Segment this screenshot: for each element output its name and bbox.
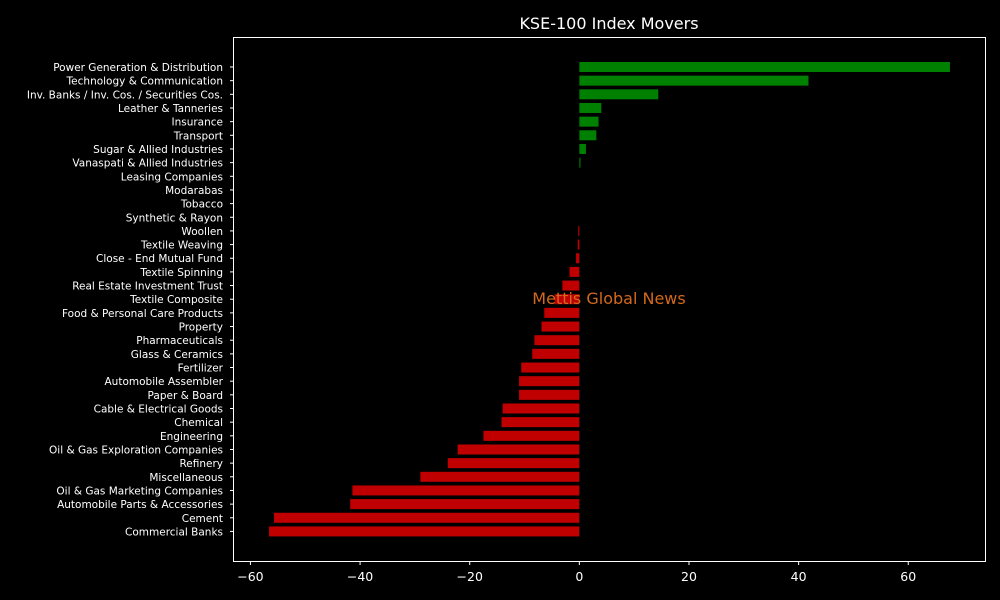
category-labels: Power Generation & Distribution Technolog…	[27, 62, 234, 538]
bars	[269, 62, 950, 537]
watermark: Mettis Global News	[532, 289, 685, 308]
bar	[579, 102, 602, 113]
category-label: Close - End Mutual Fund	[96, 253, 223, 265]
category-label: Sugar & Allied Industries	[93, 144, 223, 156]
category-label: Oil & Gas Marketing Companies	[56, 485, 223, 497]
plot-frame	[233, 37, 986, 562]
bar	[579, 62, 950, 72]
bar	[521, 362, 580, 373]
bar	[350, 499, 580, 510]
category-label: Leather & Tanneries	[118, 103, 223, 115]
x-tick-label: 40	[791, 569, 807, 584]
bar	[420, 471, 580, 482]
category-label: Textile Weaving	[140, 240, 223, 252]
x-tick-label: −20	[457, 569, 483, 584]
bar	[519, 376, 580, 387]
category-label: Woollen	[181, 226, 223, 238]
x-tick-label: −40	[347, 569, 373, 584]
bar	[457, 444, 580, 455]
category-label: Cement	[182, 513, 223, 525]
category-label: Technology & Communication	[66, 76, 223, 88]
category-label: Power Generation & Distribution	[53, 62, 223, 74]
bar	[532, 348, 580, 359]
bar	[519, 389, 580, 400]
bar	[352, 485, 580, 496]
bar	[578, 225, 580, 236]
category-label: Textile Spinning	[139, 267, 223, 279]
bar	[447, 458, 580, 469]
category-label: Refinery	[179, 458, 223, 470]
x-tick-label: 20	[681, 569, 697, 584]
bar	[544, 307, 580, 318]
category-label: Vanaspati & Allied Industries	[72, 158, 223, 170]
category-label: Textile Composite	[129, 294, 223, 306]
bar	[579, 89, 659, 100]
bar	[579, 130, 597, 141]
bar	[579, 116, 599, 127]
category-label: Fertilizer	[178, 363, 224, 375]
category-label: Oil & Gas Exploration Companies	[49, 444, 223, 456]
x-axis-ticks: −60 −40 −20 0 20 40 60	[237, 561, 916, 584]
bar	[569, 266, 580, 277]
category-label: Miscellaneous	[149, 472, 223, 484]
category-label: Cable & Electrical Goods	[94, 404, 223, 416]
bar	[577, 239, 580, 250]
category-label: Paper & Board	[148, 390, 223, 402]
category-label: Leasing Companies	[121, 171, 223, 183]
category-label: Inv. Banks / Inv. Cos. / Securities Cos.	[27, 89, 223, 101]
bar	[534, 335, 580, 346]
category-label: Pharmaceuticals	[136, 335, 223, 347]
bar	[562, 280, 580, 291]
bar	[541, 321, 580, 332]
bar	[579, 75, 809, 86]
category-label: Food & Personal Care Products	[62, 308, 223, 320]
bar	[579, 157, 581, 168]
bar	[269, 526, 580, 537]
category-label: Transport	[173, 130, 223, 142]
x-tick-label: 60	[900, 569, 916, 584]
category-label: Glass & Ceramics	[131, 349, 223, 361]
category-label: Commercial Banks	[125, 526, 223, 538]
bar	[274, 512, 580, 523]
category-label: Automobile Parts & Accessories	[57, 499, 223, 511]
category-label: Modarabas	[165, 185, 223, 197]
bar	[579, 143, 586, 154]
category-label: Engineering	[160, 431, 223, 443]
category-label: Insurance	[171, 117, 223, 129]
bar	[576, 253, 580, 264]
category-label: Property	[179, 322, 223, 334]
category-label: Synthetic & Rayon	[126, 212, 223, 224]
category-label: Tobacco	[180, 199, 223, 211]
category-label: Real Estate Investment Trust	[72, 281, 223, 293]
bar	[554, 294, 580, 305]
bar	[501, 417, 580, 428]
bar	[502, 403, 580, 414]
category-label: Automobile Assembler	[105, 376, 224, 388]
x-tick-label: 0	[575, 569, 583, 584]
bar	[483, 430, 580, 441]
x-tick-label: −60	[237, 569, 263, 584]
category-label: Chemical	[174, 417, 223, 429]
chart-title: KSE-100 Index Movers	[519, 14, 698, 33]
